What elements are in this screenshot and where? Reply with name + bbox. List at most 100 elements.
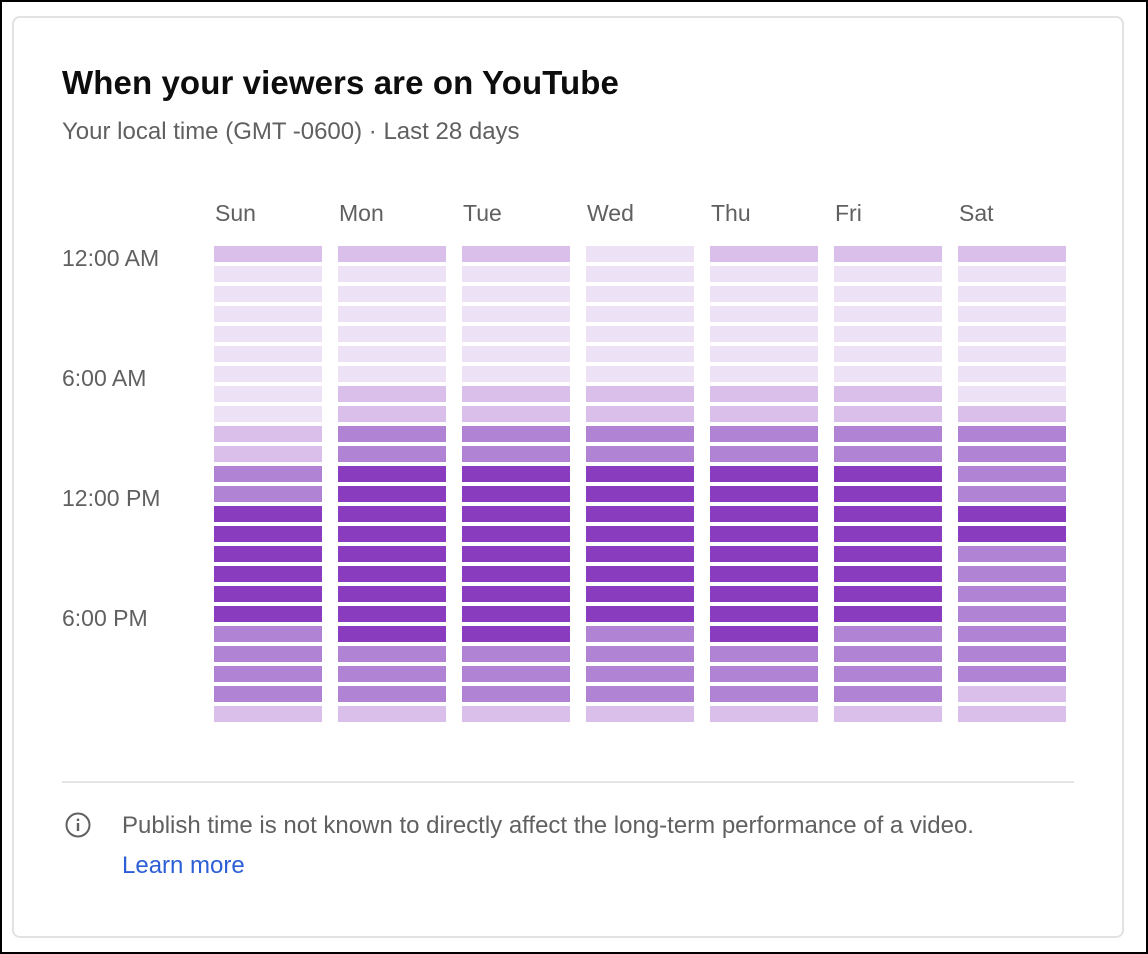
heatmap-cell-tue-16[interactable]	[462, 566, 570, 582]
heatmap-cell-tue-20[interactable]	[462, 646, 570, 662]
heatmap-cell-thu-10[interactable]	[710, 446, 818, 462]
heatmap-cell-sun-2[interactable]	[214, 286, 322, 302]
heatmap-cell-mon-14[interactable]	[338, 526, 446, 542]
heatmap-cell-sat-11[interactable]	[958, 466, 1066, 482]
heatmap-cell-wed-22[interactable]	[586, 686, 694, 702]
heatmap-cell-sat-16[interactable]	[958, 566, 1066, 582]
heatmap-cell-wed-4[interactable]	[586, 326, 694, 342]
heatmap-cell-fri-22[interactable]	[834, 686, 942, 702]
heatmap-cell-thu-12[interactable]	[710, 486, 818, 502]
heatmap-cell-wed-23[interactable]	[586, 706, 694, 722]
heatmap-cell-sat-20[interactable]	[958, 646, 1066, 662]
heatmap-cell-tue-3[interactable]	[462, 306, 570, 322]
heatmap-cell-tue-22[interactable]	[462, 686, 570, 702]
heatmap-cell-sat-15[interactable]	[958, 546, 1066, 562]
heatmap-cell-tue-7[interactable]	[462, 386, 570, 402]
heatmap-cell-tue-6[interactable]	[462, 366, 570, 382]
heatmap-cell-wed-13[interactable]	[586, 506, 694, 522]
heatmap-cell-sun-21[interactable]	[214, 666, 322, 682]
heatmap-cell-fri-0[interactable]	[834, 246, 942, 262]
heatmap-cell-sun-9[interactable]	[214, 426, 322, 442]
heatmap-cell-wed-19[interactable]	[586, 626, 694, 642]
heatmap-cell-sat-2[interactable]	[958, 286, 1066, 302]
heatmap-cell-sun-6[interactable]	[214, 366, 322, 382]
heatmap-cell-sun-4[interactable]	[214, 326, 322, 342]
heatmap-cell-mon-7[interactable]	[338, 386, 446, 402]
heatmap-cell-wed-5[interactable]	[586, 346, 694, 362]
heatmap-cell-mon-9[interactable]	[338, 426, 446, 442]
heatmap-cell-mon-19[interactable]	[338, 626, 446, 642]
heatmap-cell-sat-8[interactable]	[958, 406, 1066, 422]
heatmap-cell-sun-17[interactable]	[214, 586, 322, 602]
heatmap-cell-mon-10[interactable]	[338, 446, 446, 462]
heatmap-cell-fri-9[interactable]	[834, 426, 942, 442]
heatmap-cell-wed-18[interactable]	[586, 606, 694, 622]
heatmap-cell-wed-14[interactable]	[586, 526, 694, 542]
heatmap-cell-wed-8[interactable]	[586, 406, 694, 422]
heatmap-cell-fri-18[interactable]	[834, 606, 942, 622]
heatmap-cell-tue-5[interactable]	[462, 346, 570, 362]
heatmap-cell-sun-20[interactable]	[214, 646, 322, 662]
heatmap-cell-tue-11[interactable]	[462, 466, 570, 482]
heatmap-cell-mon-2[interactable]	[338, 286, 446, 302]
heatmap-cell-thu-8[interactable]	[710, 406, 818, 422]
heatmap-cell-sun-1[interactable]	[214, 266, 322, 282]
heatmap-cell-thu-14[interactable]	[710, 526, 818, 542]
heatmap-cell-mon-13[interactable]	[338, 506, 446, 522]
heatmap-cell-fri-7[interactable]	[834, 386, 942, 402]
heatmap-cell-tue-4[interactable]	[462, 326, 570, 342]
heatmap-cell-tue-15[interactable]	[462, 546, 570, 562]
heatmap-cell-sat-0[interactable]	[958, 246, 1066, 262]
heatmap-cell-sun-12[interactable]	[214, 486, 322, 502]
heatmap-cell-sat-10[interactable]	[958, 446, 1066, 462]
heatmap-cell-mon-11[interactable]	[338, 466, 446, 482]
heatmap-cell-sun-23[interactable]	[214, 706, 322, 722]
heatmap-cell-thu-6[interactable]	[710, 366, 818, 382]
heatmap-cell-mon-12[interactable]	[338, 486, 446, 502]
heatmap-cell-sat-1[interactable]	[958, 266, 1066, 282]
heatmap-cell-wed-12[interactable]	[586, 486, 694, 502]
heatmap-cell-thu-11[interactable]	[710, 466, 818, 482]
heatmap-cell-wed-9[interactable]	[586, 426, 694, 442]
heatmap-cell-fri-16[interactable]	[834, 566, 942, 582]
heatmap-cell-tue-1[interactable]	[462, 266, 570, 282]
heatmap-cell-fri-3[interactable]	[834, 306, 942, 322]
heatmap-cell-tue-19[interactable]	[462, 626, 570, 642]
heatmap-cell-tue-23[interactable]	[462, 706, 570, 722]
heatmap-cell-mon-6[interactable]	[338, 366, 446, 382]
heatmap-cell-sun-15[interactable]	[214, 546, 322, 562]
heatmap-cell-sat-14[interactable]	[958, 526, 1066, 542]
heatmap-cell-fri-8[interactable]	[834, 406, 942, 422]
heatmap-cell-sat-9[interactable]	[958, 426, 1066, 442]
heatmap-cell-sat-5[interactable]	[958, 346, 1066, 362]
heatmap-cell-tue-18[interactable]	[462, 606, 570, 622]
heatmap-cell-sun-16[interactable]	[214, 566, 322, 582]
heatmap-cell-sat-19[interactable]	[958, 626, 1066, 642]
heatmap-cell-sun-14[interactable]	[214, 526, 322, 542]
heatmap-cell-tue-0[interactable]	[462, 246, 570, 262]
heatmap-cell-sun-7[interactable]	[214, 386, 322, 402]
heatmap-cell-wed-15[interactable]	[586, 546, 694, 562]
heatmap-cell-thu-15[interactable]	[710, 546, 818, 562]
heatmap-cell-fri-10[interactable]	[834, 446, 942, 462]
heatmap-cell-thu-0[interactable]	[710, 246, 818, 262]
heatmap-cell-thu-23[interactable]	[710, 706, 818, 722]
heatmap-cell-mon-3[interactable]	[338, 306, 446, 322]
heatmap-cell-wed-20[interactable]	[586, 646, 694, 662]
heatmap-cell-sat-23[interactable]	[958, 706, 1066, 722]
heatmap-cell-mon-15[interactable]	[338, 546, 446, 562]
heatmap-cell-mon-18[interactable]	[338, 606, 446, 622]
heatmap-cell-wed-11[interactable]	[586, 466, 694, 482]
heatmap-cell-thu-20[interactable]	[710, 646, 818, 662]
heatmap-cell-thu-19[interactable]	[710, 626, 818, 642]
heatmap-cell-tue-12[interactable]	[462, 486, 570, 502]
heatmap-cell-mon-16[interactable]	[338, 566, 446, 582]
heatmap-cell-sat-18[interactable]	[958, 606, 1066, 622]
heatmap-cell-mon-20[interactable]	[338, 646, 446, 662]
heatmap-cell-sun-19[interactable]	[214, 626, 322, 642]
heatmap-cell-sun-5[interactable]	[214, 346, 322, 362]
heatmap-cell-fri-12[interactable]	[834, 486, 942, 502]
heatmap-cell-sun-8[interactable]	[214, 406, 322, 422]
heatmap-cell-wed-6[interactable]	[586, 366, 694, 382]
heatmap-cell-thu-9[interactable]	[710, 426, 818, 442]
